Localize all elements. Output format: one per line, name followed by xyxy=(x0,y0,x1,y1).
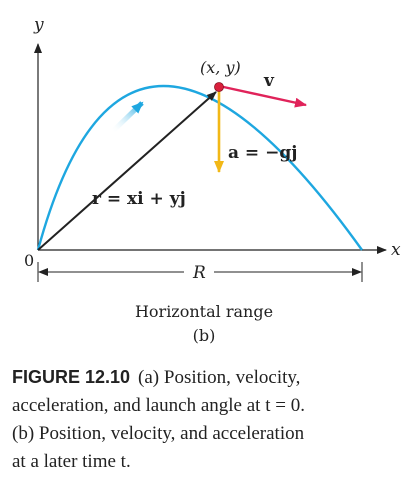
caption-text-1: (a) Position, velocity, xyxy=(138,367,301,388)
caption-line-3: (b) Position, velocity, and acceleration xyxy=(12,423,305,444)
projectile-diagram: y x 0 r = xi + yj v a = −gj (x, y) R Hor… xyxy=(24,15,401,345)
direction-arrow-icon xyxy=(110,101,144,134)
caption-line-4: at a later time t. xyxy=(12,451,131,472)
position-vector-label: r = xi + yj xyxy=(92,189,186,209)
range-label: R xyxy=(192,263,206,283)
position-vector xyxy=(37,91,217,251)
caption-line-1: FIGURE 12.10 (a) Position, velocity, xyxy=(12,363,404,392)
point-label: (x, y) xyxy=(200,58,241,77)
velocity-vector-label: v xyxy=(263,71,275,91)
range-caption: Horizontal range xyxy=(135,302,273,321)
y-axis-label: y xyxy=(33,15,44,35)
figure-caption: FIGURE 12.10 (a) Position, velocity, acce… xyxy=(12,363,404,476)
projectile-point xyxy=(214,82,224,92)
panel-label: (b) xyxy=(193,326,216,345)
trajectory-curve xyxy=(36,85,363,251)
acceleration-vector-label: a = −gj xyxy=(228,143,297,163)
origin-label: 0 xyxy=(24,251,34,270)
x-axis-label: x xyxy=(391,240,401,260)
figure-number: FIGURE 12.10 xyxy=(12,367,131,387)
caption-line-2: acceleration, and launch angle at t = 0. xyxy=(12,395,305,416)
velocity-vector xyxy=(218,84,307,108)
